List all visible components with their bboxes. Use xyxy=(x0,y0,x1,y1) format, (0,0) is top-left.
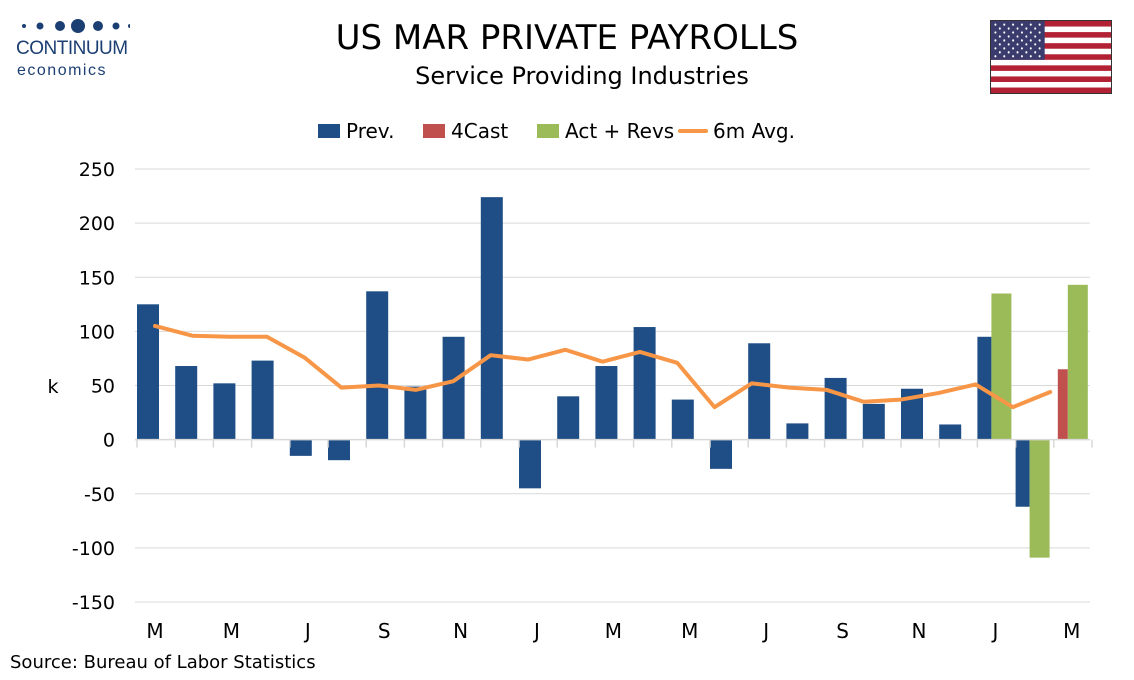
bar-actual xyxy=(1029,439,1050,558)
y-tick-label: 200 xyxy=(79,213,115,235)
y-tick-label: 50 xyxy=(91,376,115,398)
y-axis: 250 200 150 100 50 0 -50 -100 -150 xyxy=(72,159,115,614)
bar-prev xyxy=(862,403,885,440)
bar-prev xyxy=(633,327,656,440)
y-tick-label: 0 xyxy=(103,430,115,452)
avg-line xyxy=(153,323,1053,410)
x-tick-label: N xyxy=(912,619,927,643)
x-tick-label: M xyxy=(681,619,698,643)
x-tick-label: J xyxy=(303,619,311,643)
bar-prev xyxy=(213,383,236,440)
bar-prev xyxy=(1015,439,1030,507)
bar-prev xyxy=(366,291,389,440)
bar-prev xyxy=(519,439,541,489)
bar-prev xyxy=(901,388,923,440)
logo-dots-icon xyxy=(22,19,130,33)
bar-prev xyxy=(595,366,618,440)
bar-prev xyxy=(786,423,809,440)
x-tick-label: M xyxy=(223,619,240,643)
chart-subtitle: Service Providing Industries xyxy=(415,62,749,90)
y-tick-label: -150 xyxy=(72,592,115,614)
bar-prev xyxy=(480,197,503,440)
x-tick-label: J xyxy=(990,619,998,643)
x-tick-label: J xyxy=(532,619,540,643)
legend-swatch xyxy=(318,124,340,138)
bar-prev xyxy=(289,439,312,456)
us-flag-icon xyxy=(990,20,1112,94)
legend-label: Prev. xyxy=(346,119,394,143)
x-tick-label: J xyxy=(761,619,769,643)
y-tick-label: 250 xyxy=(79,159,115,181)
x-tick-label: N xyxy=(453,619,468,643)
logo-name: CONTINUUM xyxy=(16,38,128,59)
bar-prev xyxy=(328,439,350,461)
bars xyxy=(137,197,1088,558)
bar-prev xyxy=(824,377,847,440)
legend-label: Act + Revs xyxy=(565,119,674,143)
legend-label: 6m Avg. xyxy=(713,119,795,143)
y-tick-label: 100 xyxy=(79,321,115,343)
logo-sub: economics xyxy=(17,62,107,79)
bar-prev xyxy=(442,336,465,440)
legend-label: 4Cast xyxy=(451,119,508,143)
bar-prev xyxy=(404,386,427,440)
avg-line-path xyxy=(153,323,1053,410)
y-axis-label: k xyxy=(47,376,58,398)
chart-title: US MAR PRIVATE PAYROLLS xyxy=(335,18,799,58)
bar-prev xyxy=(175,366,198,440)
bar-prev xyxy=(557,396,580,440)
x-tick-label: M xyxy=(1063,619,1080,643)
x-tick-label: M xyxy=(146,619,163,643)
bar-actual xyxy=(991,293,1012,440)
x-tick-label: M xyxy=(605,619,622,643)
source-note: Source: Bureau of Labor Statistics xyxy=(10,652,316,673)
y-tick-label: -50 xyxy=(84,484,115,506)
bar-prev xyxy=(939,424,962,440)
bar-prev xyxy=(748,343,771,440)
legend: Prev. 4Cast Act + Revs 6m Avg. xyxy=(318,119,795,143)
bar-actual xyxy=(1067,284,1088,440)
legend-swatch xyxy=(423,124,445,138)
bar-prev xyxy=(710,439,732,469)
x-tick-label: S xyxy=(378,619,391,643)
legend-swatch xyxy=(537,124,559,138)
bar-prev xyxy=(251,360,274,440)
bar-prev xyxy=(671,399,694,440)
bar-forecast xyxy=(1057,369,1068,440)
y-tick-label: 150 xyxy=(79,267,115,289)
bar-prev xyxy=(137,304,159,440)
y-tick-label: -100 xyxy=(72,538,115,560)
x-tick-label: S xyxy=(836,619,849,643)
